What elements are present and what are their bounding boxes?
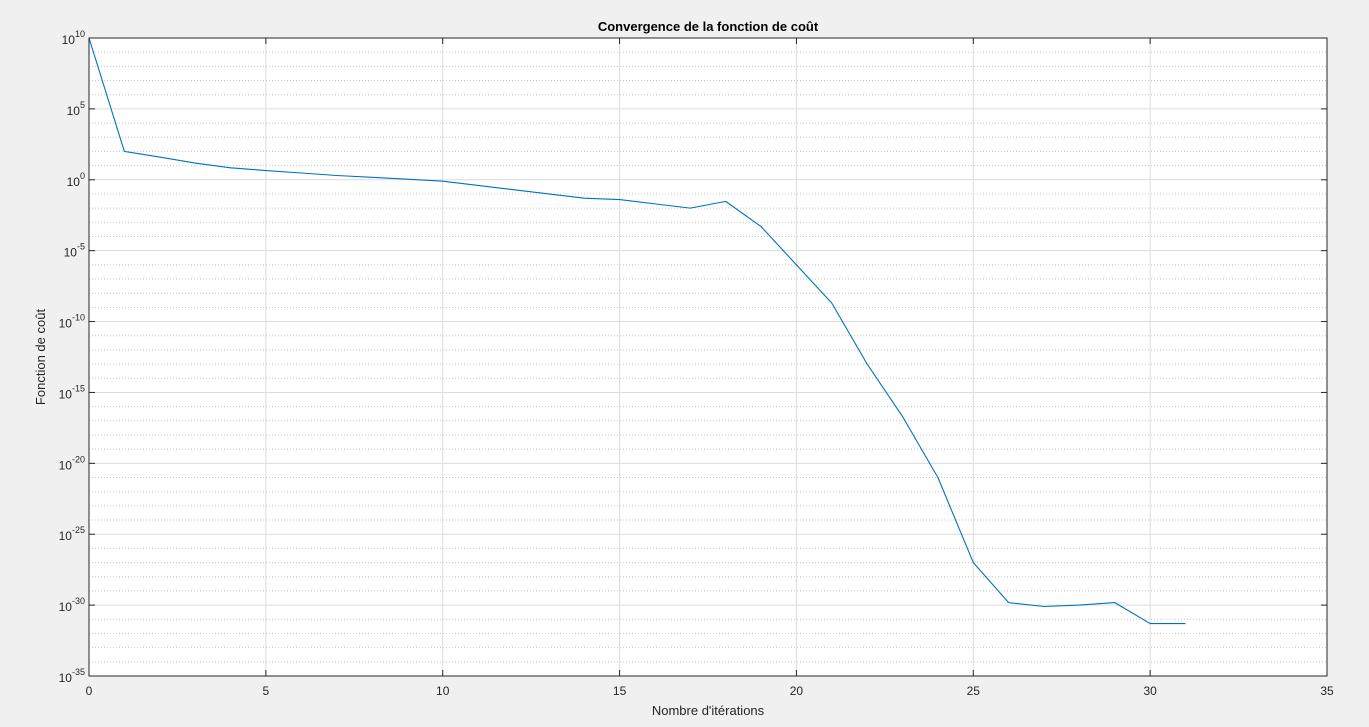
chart-title: Convergence de la fonction de coût: [598, 19, 819, 34]
y-tick-label: 10-10: [59, 313, 85, 331]
y-tick-label: 105: [67, 100, 85, 118]
tick-marks: [88, 37, 1328, 677]
x-tick-label: 0: [86, 684, 93, 698]
x-tick-label: 10: [436, 684, 450, 698]
x-tick-label: 35: [1320, 684, 1334, 698]
y-tick-label: 10-30: [59, 596, 85, 614]
y-tick-label: 10-5: [64, 242, 85, 260]
series-line: [88, 37, 1186, 625]
y-tick-label: 10-25: [59, 525, 85, 543]
plot-area: [89, 38, 1327, 676]
x-tick-label: 30: [1143, 684, 1157, 698]
x-tick-labels: 0 5 10 15 20 25 30 35: [86, 684, 1334, 698]
minor-grid: [89, 51, 1327, 663]
y-tick-label: 1010: [62, 29, 85, 47]
x-tick-label: 25: [967, 684, 981, 698]
axes-box: [88, 37, 1328, 677]
x-tick-label: 15: [613, 684, 627, 698]
y-tick-label: 10-35: [59, 667, 85, 685]
y-axis-label: Fonction de coût: [33, 309, 48, 406]
x-axis-label: Nombre d'itérations: [652, 703, 765, 718]
x-tick-label: 5: [263, 684, 270, 698]
major-grid: [89, 38, 1327, 676]
y-tick-label: 10-20: [59, 454, 85, 472]
series-layer: [88, 37, 1186, 625]
x-tick-label: 20: [790, 684, 804, 698]
y-tick-labels: 1010 105 100 10-5 10-10 10-15 10-20 10-25 10-30 1…: [59, 29, 85, 685]
y-tick-label: 10-15: [59, 383, 85, 401]
y-tick-label: 100: [67, 171, 85, 189]
